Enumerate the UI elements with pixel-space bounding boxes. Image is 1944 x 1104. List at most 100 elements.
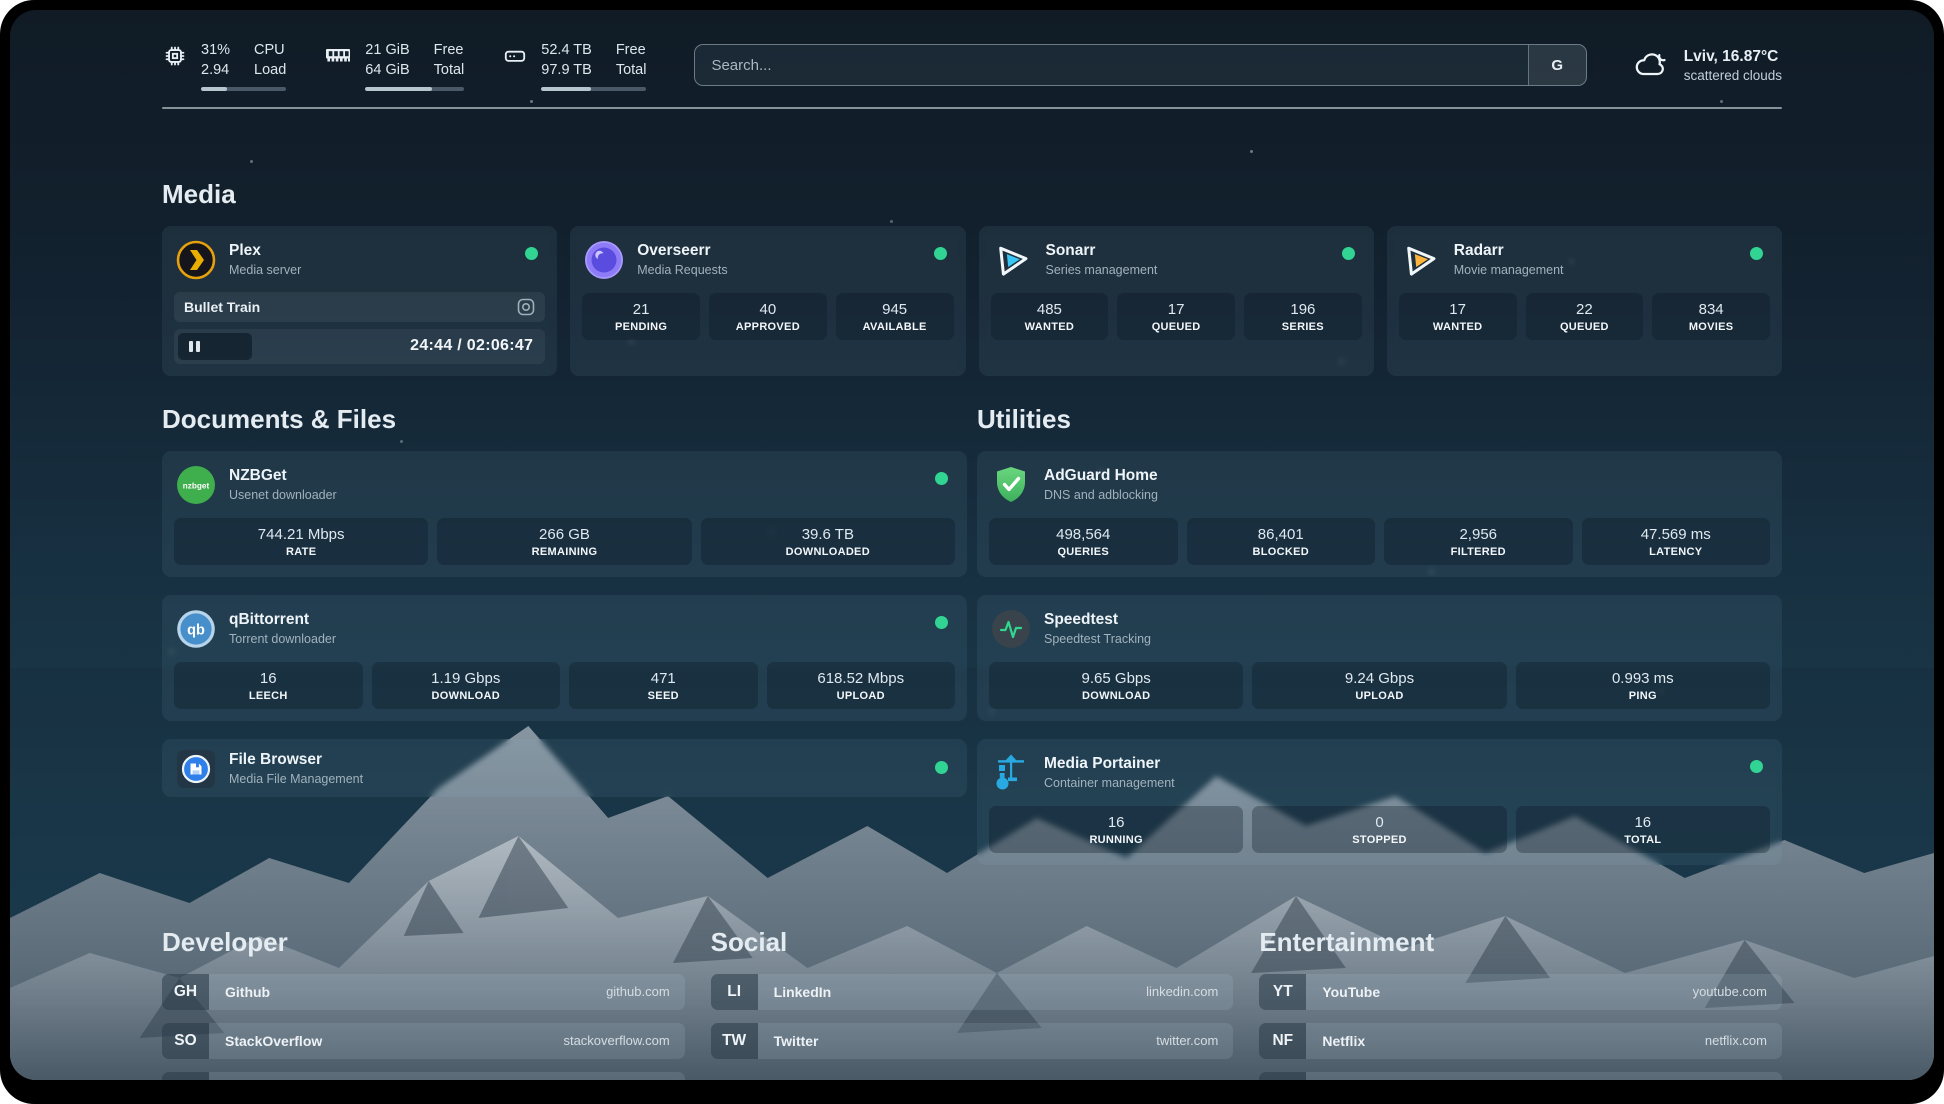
section-media: Media Plex Media server bbox=[162, 179, 1782, 376]
stat-label: PING bbox=[1628, 689, 1657, 702]
bookmark-abbr: DT bbox=[162, 1071, 209, 1080]
radarr-card-header: Radarr Movie management bbox=[1399, 238, 1770, 280]
section-title-utilities: Utilities bbox=[977, 403, 1071, 434]
search-provider-button[interactable]: G bbox=[1527, 45, 1586, 86]
service-card-filebrowser[interactable]: File Browser Media File Management bbox=[162, 738, 967, 797]
stat-label: WANTED bbox=[1024, 320, 1075, 333]
overseerr-icon bbox=[584, 240, 624, 280]
stat-label: DOWNLOAD bbox=[431, 689, 500, 702]
nzbget-card-titles: NZBGet Usenet downloader bbox=[229, 467, 337, 502]
bookmark-rows: YT YouTube youtube.com NF Netflix netfli… bbox=[1259, 973, 1782, 1080]
service-card-sonarr[interactable]: Sonarr Series management 485 WANTED 17 Q… bbox=[978, 225, 1374, 376]
service-subtitle: DNS and adblocking bbox=[1044, 487, 1158, 502]
stat-label: DOWNLOAD bbox=[1081, 689, 1151, 702]
stat-block: 17 QUEUED bbox=[1117, 292, 1235, 340]
stat-block: 0.993 ms PING bbox=[1515, 661, 1770, 709]
stat-value: 498,564 bbox=[1056, 525, 1111, 543]
bookmark-github[interactable]: GH Github github.com bbox=[162, 973, 685, 1010]
stat-value: 16 bbox=[259, 669, 277, 687]
stat-value: 0 bbox=[1375, 813, 1384, 831]
stat-block: 266 GB REMAINING bbox=[437, 517, 692, 565]
disk-total-label: Total bbox=[615, 62, 647, 79]
stat-label: RUNNING bbox=[1089, 833, 1143, 846]
playback-time: 24:44 / 02:06:47 bbox=[410, 337, 534, 355]
bookmark-rows: LI LinkedIn linkedin.com TW Twitter twit… bbox=[710, 973, 1234, 1059]
adguard-card-header: AdGuard Home DNS and adblocking bbox=[989, 463, 1770, 505]
search-input[interactable] bbox=[695, 45, 1528, 86]
utilities-cards: AdGuard Home DNS and adblocking 498,564 … bbox=[977, 450, 1782, 865]
stat-value: 471 bbox=[650, 669, 676, 687]
memory-widget-body: 21 GiB 64 GiB Free Total bbox=[365, 40, 465, 91]
service-subtitle: Speedtest Tracking bbox=[1044, 631, 1152, 646]
bookmark-netflix[interactable]: NF Netflix netflix.com bbox=[1259, 1022, 1782, 1059]
service-card-radarr[interactable]: Radarr Movie management 17 WANTED 22 QUE… bbox=[1386, 225, 1782, 376]
portainer-stats: 16 RUNNING 0 STOPPED 16 TOTAL bbox=[989, 805, 1770, 853]
bookmark-twitter[interactable]: TW Twitter twitter.com bbox=[710, 1022, 1234, 1059]
service-card-plex[interactable]: Plex Media server Bullet Train bbox=[162, 225, 558, 376]
stat-label: RATE bbox=[286, 545, 317, 558]
stat-value: 9.24 Gbps bbox=[1344, 669, 1415, 687]
stat-value: 618.52 Mbps bbox=[817, 669, 905, 687]
bookmark-youtube[interactable]: YT YouTube youtube.com bbox=[1259, 973, 1782, 1010]
overseerr-card-header: Overseerr Media Requests bbox=[582, 238, 953, 280]
weather-widget[interactable]: Lviv, 16.87°C scattered clouds bbox=[1633, 48, 1782, 83]
stat-block: 0 STOPPED bbox=[1252, 805, 1507, 853]
svg-text:qb: qb bbox=[187, 622, 205, 638]
service-card-overseerr[interactable]: Overseerr Media Requests 21 PENDING 40 A… bbox=[570, 225, 966, 376]
memory-total-label: Total bbox=[433, 62, 465, 79]
stat-value: 834 bbox=[1698, 300, 1724, 318]
service-card-portainer[interactable]: Media Portainer Container management 16 … bbox=[977, 738, 1782, 865]
memory-icon bbox=[324, 43, 352, 67]
speedtest-pulse-icon bbox=[991, 609, 1031, 649]
service-card-qbittorrent[interactable]: qb qBittorrent Torrent downloader 16 bbox=[162, 594, 967, 721]
stat-value: 39.6 TB bbox=[801, 525, 854, 543]
qbittorrent-card-header: qb qBittorrent Torrent downloader bbox=[174, 607, 955, 649]
header-divider bbox=[162, 106, 1782, 109]
service-card-speedtest[interactable]: Speedtest Speedtest Tracking 9.65 Gbps D… bbox=[977, 594, 1782, 721]
pause-button[interactable] bbox=[178, 332, 252, 360]
cpu-icon bbox=[162, 43, 188, 69]
top-bar: 31% 2.94 CPU Load bbox=[162, 40, 1782, 91]
bookmark-dev[interactable]: DT DEV dev.to bbox=[162, 1071, 685, 1080]
bookmark-group-title: Entertainment bbox=[1259, 926, 1435, 957]
bookmark-stackoverflow[interactable]: SO StackOverflow stackoverflow.com bbox=[162, 1022, 685, 1059]
bookmark-name: Netflix bbox=[1322, 1032, 1366, 1049]
service-name: Plex bbox=[229, 242, 261, 260]
portainer-crane-icon bbox=[991, 753, 1031, 793]
service-name: NZBGet bbox=[229, 467, 287, 485]
sonarr-stats: 485 WANTED 17 QUEUED 196 SERIES bbox=[990, 292, 1362, 340]
stat-label: MOVIES bbox=[1688, 320, 1734, 333]
service-name: File Browser bbox=[229, 751, 323, 769]
stat-block: 498,564 QUERIES bbox=[989, 517, 1178, 565]
bookmark-linkedin[interactable]: LI LinkedIn linkedin.com bbox=[710, 973, 1234, 1010]
bookmark-reddit[interactable]: RE Reddit reddit.com bbox=[1259, 1071, 1782, 1080]
service-card-adguard[interactable]: AdGuard Home DNS and adblocking 498,564 … bbox=[977, 450, 1782, 577]
overseerr-card-titles: Overseerr Media Requests bbox=[637, 242, 727, 277]
sonarr-card-header: Sonarr Series management bbox=[991, 238, 1362, 280]
radarr-stats: 17 WANTED 22 QUEUED 834 MOVIES bbox=[1398, 292, 1770, 340]
stat-value: 9.65 Gbps bbox=[1081, 669, 1151, 687]
stat-value: 21 bbox=[632, 300, 650, 318]
service-card-nzbget[interactable]: nzbget NZBGet Usenet downloader 744. bbox=[162, 450, 967, 577]
bookmark-url: twitter.com bbox=[1156, 1033, 1219, 1049]
cpu-usage-label: CPU bbox=[254, 42, 285, 58]
cpu-usage-value: 31% bbox=[201, 42, 231, 58]
plex-player-row: 24:44 / 02:06:47 bbox=[174, 328, 546, 364]
disk-total-value: 97.9 TB bbox=[541, 62, 592, 79]
cpu-progress-track bbox=[201, 86, 287, 91]
stat-block: 9.65 Gbps DOWNLOAD bbox=[989, 661, 1244, 709]
disk-progress-track bbox=[541, 86, 647, 91]
bookmark-name: Twitter bbox=[773, 1032, 819, 1049]
bookmark-abbr: GH bbox=[162, 973, 209, 1010]
cpu-progress-fill bbox=[201, 86, 228, 91]
cpu-load-label: Load bbox=[254, 62, 287, 79]
stat-label: QUERIES bbox=[1057, 545, 1110, 558]
stat-block: 9.24 Gbps UPLOAD bbox=[1252, 661, 1507, 709]
stat-label: UPLOAD bbox=[836, 689, 885, 702]
bookmark-url: linkedin.com bbox=[1146, 984, 1219, 1000]
bookmark-url: netflix.com bbox=[1704, 1033, 1767, 1049]
service-subtitle: Container management bbox=[1044, 775, 1175, 790]
bookmark-rows: GH Github github.com SO StackOverflow st… bbox=[162, 973, 685, 1080]
disk-free-label: Free bbox=[615, 42, 646, 58]
